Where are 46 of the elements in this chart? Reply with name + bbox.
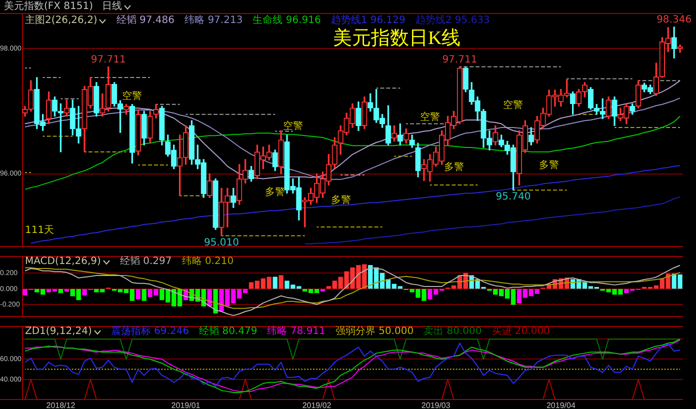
text: 经韬 97.486 xyxy=(116,15,175,26)
text: 纬略 0.210 xyxy=(182,256,234,267)
text: 趋势线1 96.129 xyxy=(330,15,406,26)
x-tick-label: 2019/02 xyxy=(302,401,332,409)
bar xyxy=(64,289,69,292)
bar xyxy=(58,289,64,294)
text: 强弱分界 50.000 xyxy=(335,326,414,337)
text: 美元指数(FX 8151) xyxy=(4,1,94,13)
annotation: 多警 xyxy=(265,187,285,198)
text: 经韬 80.479 xyxy=(199,326,258,337)
x-tick-label: 2018/12 xyxy=(46,401,76,409)
bar xyxy=(278,275,284,289)
bar xyxy=(320,289,326,292)
bar xyxy=(142,289,146,301)
text: 97.711 xyxy=(442,54,478,66)
text: 震荡指标 69.246 xyxy=(110,326,190,337)
chart-subtitle: 主图2(26,26,2) xyxy=(25,15,98,26)
bar xyxy=(136,289,140,300)
text: 纬略 78.911 xyxy=(267,326,326,337)
text: 美元指数日K线 xyxy=(333,28,461,49)
text: 趋势线2 95.633 xyxy=(415,15,490,26)
chart-title: MACD(12,26,9) xyxy=(25,256,101,267)
text: 买进 20.000 xyxy=(492,326,550,337)
chart-title: ZD1(9,12,24) xyxy=(25,326,92,337)
bar xyxy=(272,276,278,289)
annotation: 空警 xyxy=(420,112,440,123)
annotation: 多警 xyxy=(539,160,559,171)
annotation: 111天 xyxy=(25,225,54,236)
annotation: 空警 xyxy=(122,91,142,102)
annotation: 多警 xyxy=(444,162,464,173)
x-tick-label: 2019/03 xyxy=(421,401,451,409)
annotation: 空警 xyxy=(283,121,303,132)
text: 97.711 xyxy=(90,54,126,66)
annotation: 空警 xyxy=(503,100,523,111)
text: 95.740 xyxy=(496,192,531,203)
x-tick-label: 2019/01 xyxy=(171,401,201,409)
bar xyxy=(213,289,218,314)
x-tick-label: 2019/04 xyxy=(546,401,576,409)
text: 日线 xyxy=(102,1,122,13)
annotation: 多警 xyxy=(331,195,351,206)
series-label: 卖出 80.000 xyxy=(424,326,482,337)
text: 生命线 96.916 xyxy=(252,15,321,26)
text: 95.010 xyxy=(204,237,239,248)
series-label: 经韬 0.297 xyxy=(120,256,172,267)
text: 纬略 97.213 xyxy=(184,15,243,26)
text: 98.346 xyxy=(656,14,692,26)
